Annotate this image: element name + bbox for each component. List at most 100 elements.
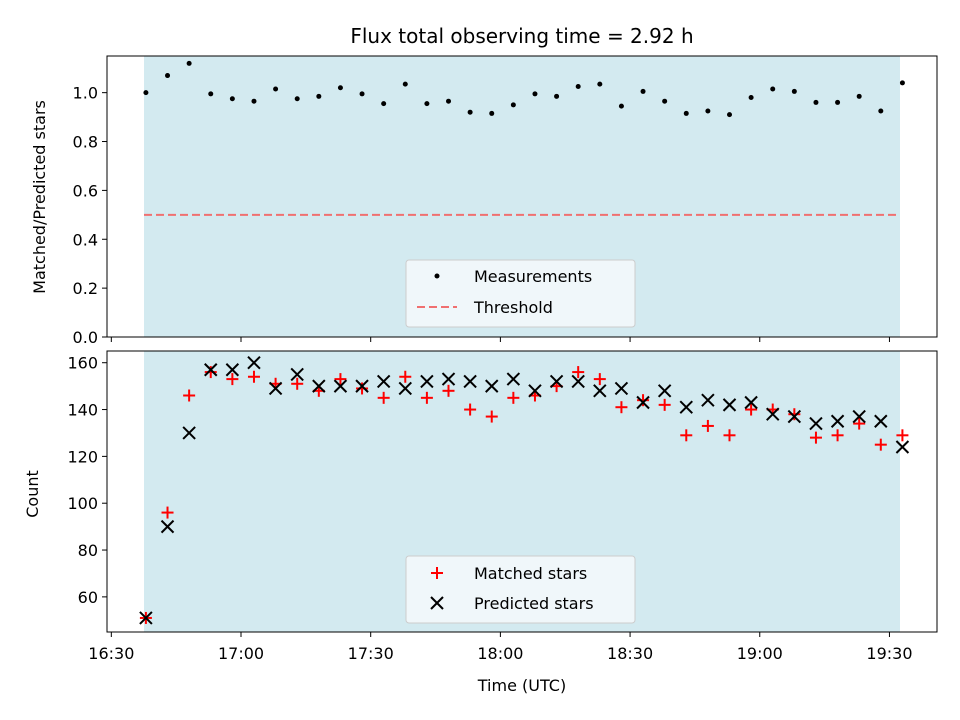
- top-axes-frame: [106, 55, 938, 338]
- bottom-ytick-label: 140: [67, 401, 98, 420]
- measurement-point: [575, 84, 581, 90]
- measurement-point: [748, 95, 754, 101]
- matched-star-point: [161, 506, 174, 519]
- bottom-legend: Matched stars Predicted stars: [405, 555, 636, 624]
- measurement-point: [186, 60, 192, 66]
- matched-star-point: [896, 429, 909, 442]
- measurement-point: [229, 96, 235, 102]
- top-y-axis-label: Matched/Predicted stars: [30, 100, 49, 294]
- measurement-point: [424, 101, 430, 107]
- predicted-star-point: [247, 356, 261, 370]
- matched-star-point: [723, 429, 736, 442]
- legend-marker-matched-stars: [431, 567, 443, 579]
- measurement-point: [489, 110, 495, 116]
- measurement-point: [662, 98, 668, 104]
- predicted-star-point: [182, 426, 196, 440]
- matched-star-point: [399, 370, 412, 383]
- legend-label-measurements: Measurements: [474, 267, 592, 286]
- predicted-star-point: [420, 374, 434, 389]
- top-legend: Measurements Threshold: [405, 259, 636, 328]
- measurement-point: [813, 99, 819, 105]
- matched-star-point: [680, 429, 693, 442]
- predicted-star-point: [852, 409, 866, 424]
- measurement-point: [251, 98, 257, 104]
- bottom-xtick-label: 17:30: [348, 644, 394, 663]
- measurement-point: [316, 93, 322, 99]
- measurement-point: [640, 88, 646, 94]
- predicted-star-point: [701, 393, 715, 407]
- matched-star-point: [809, 431, 822, 444]
- predicted-star-point: [333, 379, 348, 393]
- predicted-star-point: [614, 381, 629, 396]
- predicted-star-point: [657, 384, 672, 398]
- predicted-star-point: [290, 367, 304, 382]
- measurement-point: [597, 81, 603, 87]
- matched-star-point: [615, 401, 628, 414]
- bottom-xtick-label: 18:00: [477, 644, 523, 663]
- predicted-star-point: [485, 379, 499, 393]
- top-ytick-label: 0.4: [73, 230, 98, 249]
- predicted-star-point: [571, 374, 585, 389]
- bottom-y-axis-label: Count: [23, 470, 42, 518]
- measurement-point: [143, 90, 149, 96]
- predicted-star-point: [528, 384, 542, 398]
- legend-label-matched-stars: Matched stars: [474, 564, 587, 583]
- measurement-point: [878, 108, 884, 114]
- top-panel: 0.0 0.2 0.4 0.6 0.8 1.0 Matched/Predicted sta…: [30, 55, 938, 347]
- predicted-star-point: [506, 372, 521, 386]
- top-ytick-label: 0.8: [73, 133, 98, 152]
- matched-star-point: [485, 410, 498, 423]
- measurement-point: [554, 93, 560, 99]
- measurement-point: [165, 73, 171, 79]
- predicted-star-point: [809, 416, 823, 431]
- measurement-point: [446, 98, 452, 104]
- bottom-ytick-label: 80: [78, 541, 98, 560]
- predicted-star-point: [679, 400, 693, 414]
- predicted-star-point: [204, 363, 218, 377]
- measurement-point: [770, 86, 776, 92]
- predicted-star-point: [874, 414, 888, 428]
- predicted-star-point: [830, 414, 845, 428]
- measurement-point: [835, 99, 841, 105]
- bottom-axes-frame: [106, 350, 938, 633]
- measurement-point: [705, 108, 711, 114]
- predicted-star-point: [376, 374, 391, 389]
- predicted-star-point: [895, 440, 910, 454]
- predicted-star-point: [549, 374, 564, 389]
- predicted-star-point: [355, 379, 369, 393]
- predicted-star-point: [787, 409, 802, 424]
- measurement-point: [467, 109, 473, 115]
- legend-label-threshold: Threshold: [473, 298, 553, 317]
- legend-marker-predicted-stars: [430, 596, 444, 610]
- measurement-point: [618, 103, 624, 109]
- bottom-xtick-label: 16:30: [88, 644, 134, 663]
- measurement-point: [208, 91, 214, 97]
- predicted-star-point: [312, 379, 326, 393]
- matched-star-point: [593, 373, 606, 386]
- legend-label-predicted-stars: Predicted stars: [474, 594, 594, 613]
- x-axis-label: Time (UTC): [477, 676, 566, 695]
- matched-star-point: [247, 370, 260, 383]
- predicted-star-point: [160, 519, 175, 534]
- bottom-xtick-label: 19:00: [737, 644, 783, 663]
- bottom-xtick-label: 18:30: [607, 644, 653, 663]
- top-ytick-label: 1.0: [73, 84, 98, 103]
- matched-star-point: [442, 384, 455, 397]
- matched-star-point: [745, 403, 758, 416]
- matched-star-point: [226, 373, 239, 386]
- legend-marker-measurements: [434, 273, 440, 279]
- matched-star-point: [420, 391, 433, 404]
- bottom-panel: 60 80 100 120 140 160 16:30 17:00 17:30 18:00 18:…: [23, 350, 938, 695]
- predicted-star-point: [139, 611, 153, 625]
- matched-star-point: [464, 403, 477, 416]
- top-ytick-label: 0.2: [73, 279, 98, 298]
- matched-star-point: [874, 438, 887, 451]
- bottom-legend-box: [405, 555, 636, 624]
- predicted-star-point: [398, 381, 412, 396]
- matched-star-point: [788, 408, 801, 421]
- matched-star-point: [853, 417, 866, 430]
- predicted-star-point: [722, 398, 737, 412]
- matched-star-point: [377, 391, 390, 404]
- bottom-xtick-label: 17:00: [218, 644, 264, 663]
- measurement-point: [727, 112, 732, 118]
